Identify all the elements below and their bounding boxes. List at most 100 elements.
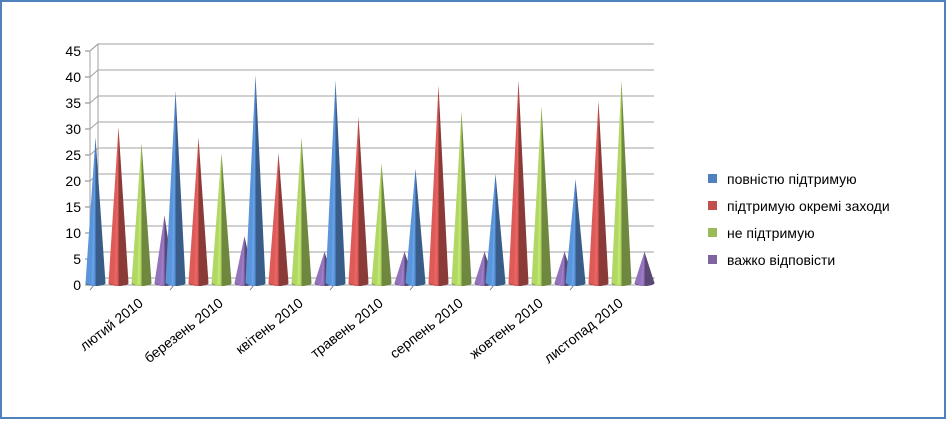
cone xyxy=(508,80,529,286)
cone xyxy=(291,137,312,286)
cone-highlight xyxy=(411,168,416,285)
cone xyxy=(131,142,152,286)
x-category-label: травень 2010 xyxy=(307,295,386,361)
cone-face-right xyxy=(598,101,609,286)
cone-face-right xyxy=(461,111,472,287)
cone-face-right xyxy=(301,137,312,286)
cone xyxy=(371,163,392,286)
y-tick-label: 40 xyxy=(65,69,81,85)
cone-highlight xyxy=(91,137,96,285)
cone-face-right xyxy=(141,142,152,286)
cone-highlight xyxy=(160,215,165,285)
cone-highlight xyxy=(617,80,622,285)
x-category-label: серпень 2010 xyxy=(387,295,466,362)
cone xyxy=(485,173,506,286)
cone-face-right xyxy=(175,90,186,286)
cone-highlight xyxy=(594,101,599,285)
cone-face-right xyxy=(118,127,129,286)
cone-face-right xyxy=(278,153,289,286)
cone xyxy=(211,153,232,286)
legend-swatch xyxy=(708,174,717,183)
cone-highlight xyxy=(217,153,222,285)
cone-highlight xyxy=(171,90,176,285)
cone-highlight xyxy=(480,251,485,285)
cone-highlight xyxy=(434,85,439,286)
legend-swatch xyxy=(708,228,717,237)
cone-face-right xyxy=(621,80,632,286)
legend-label: важко відповісти xyxy=(727,252,835,268)
cone-highlight xyxy=(457,111,462,286)
cone-face-right xyxy=(575,179,586,286)
gridline-side xyxy=(89,69,99,78)
legend-label: підтримую окремі заходи xyxy=(727,198,890,214)
cone xyxy=(531,106,552,286)
cone-highlight xyxy=(194,137,199,285)
cone xyxy=(165,90,186,286)
cone-face-right xyxy=(221,153,232,286)
y-tick-label: 0 xyxy=(73,277,81,293)
y-tick-label: 30 xyxy=(65,121,81,137)
y-tick-label: 15 xyxy=(65,199,81,215)
cone-highlight xyxy=(137,142,142,285)
cone xyxy=(108,127,129,286)
cone xyxy=(588,101,609,286)
cone-highlight xyxy=(274,153,279,285)
y-tick-label: 20 xyxy=(65,173,81,189)
y-tick-label: 5 xyxy=(73,251,81,267)
cone xyxy=(451,111,472,287)
cone xyxy=(188,137,209,286)
cone xyxy=(405,168,426,286)
x-category-label: листопад 2010 xyxy=(541,295,626,367)
gridline-side xyxy=(89,121,99,130)
cone xyxy=(325,80,346,286)
cone-highlight xyxy=(537,106,542,285)
cone-face-right xyxy=(255,75,266,286)
legend-label: повністю підтримую xyxy=(727,171,857,187)
x-category-label: березень 2010 xyxy=(141,295,226,366)
cone-face-right xyxy=(335,80,346,286)
cone xyxy=(348,116,369,286)
cones xyxy=(85,75,655,287)
cone-highlight xyxy=(251,75,256,285)
cone xyxy=(565,179,586,286)
cone-face-right xyxy=(518,80,529,286)
x-category-label: квітень 2010 xyxy=(232,295,306,357)
cone-face-right xyxy=(95,137,106,286)
cone xyxy=(611,80,632,286)
cone-face-right xyxy=(381,163,392,286)
y-axis-ticks: 0 5 10 15 20 25 30 35 40 45 xyxy=(65,43,81,293)
y-tick-label: 10 xyxy=(65,225,81,241)
cone-highlight xyxy=(320,251,325,285)
cone-highlight xyxy=(571,179,576,285)
cone-highlight xyxy=(491,173,496,285)
cone-face-right xyxy=(198,137,209,286)
cone xyxy=(634,251,655,286)
gridline-side xyxy=(89,147,99,156)
cone-highlight xyxy=(560,251,565,285)
cone xyxy=(85,137,106,286)
x-category-label: жовтень 2010 xyxy=(466,295,546,362)
cone-face-right xyxy=(358,116,369,286)
cone-highlight xyxy=(400,251,405,285)
cone xyxy=(428,85,449,287)
y-tick-label: 35 xyxy=(65,95,81,111)
cone-highlight xyxy=(297,137,302,285)
legend: повністю підтримую підтримую окремі заход… xyxy=(708,171,890,268)
legend-swatch xyxy=(708,255,717,264)
cone-highlight xyxy=(377,163,382,285)
y-tick-label: 25 xyxy=(65,147,81,163)
cone xyxy=(245,75,266,286)
cone-face-right xyxy=(495,173,506,286)
cone-highlight xyxy=(331,80,336,285)
x-category-label: лютий 2010 xyxy=(77,295,146,354)
cone-highlight xyxy=(354,116,359,285)
legend-swatch xyxy=(708,201,717,210)
cone-face-right xyxy=(644,251,655,286)
gridline-side xyxy=(89,95,99,104)
gridlines xyxy=(85,43,654,291)
cone-highlight xyxy=(640,251,645,285)
legend-label: не підтримую xyxy=(727,225,815,241)
